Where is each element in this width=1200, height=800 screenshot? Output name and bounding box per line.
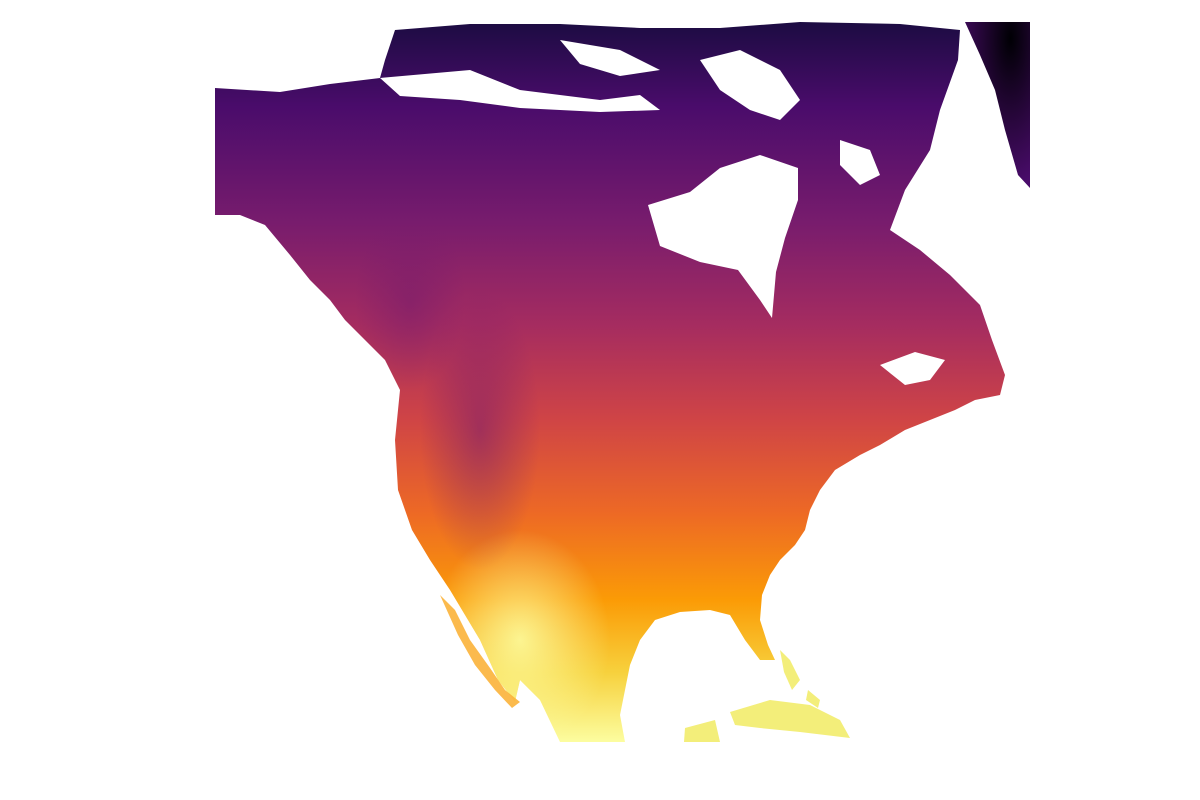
cuba-island: [730, 700, 850, 738]
yucatan-fragment: [684, 720, 720, 742]
bahamas-island-2: [806, 690, 820, 708]
bahamas-island: [780, 650, 800, 690]
baja-california: [440, 595, 520, 708]
land-raster: [215, 22, 1005, 742]
arctic-channels: [380, 40, 880, 185]
caribbean-islands: [684, 650, 850, 742]
gulf-of-st-lawrence-water: [880, 352, 945, 385]
temperature-gradient-fill: [215, 22, 1005, 742]
southwest-desert-warm-area: [430, 530, 610, 742]
hudson-bay-water: [648, 155, 798, 318]
greenland-fragment: [965, 22, 1030, 188]
rocky-mountains-cool-band-north: [355, 210, 465, 390]
